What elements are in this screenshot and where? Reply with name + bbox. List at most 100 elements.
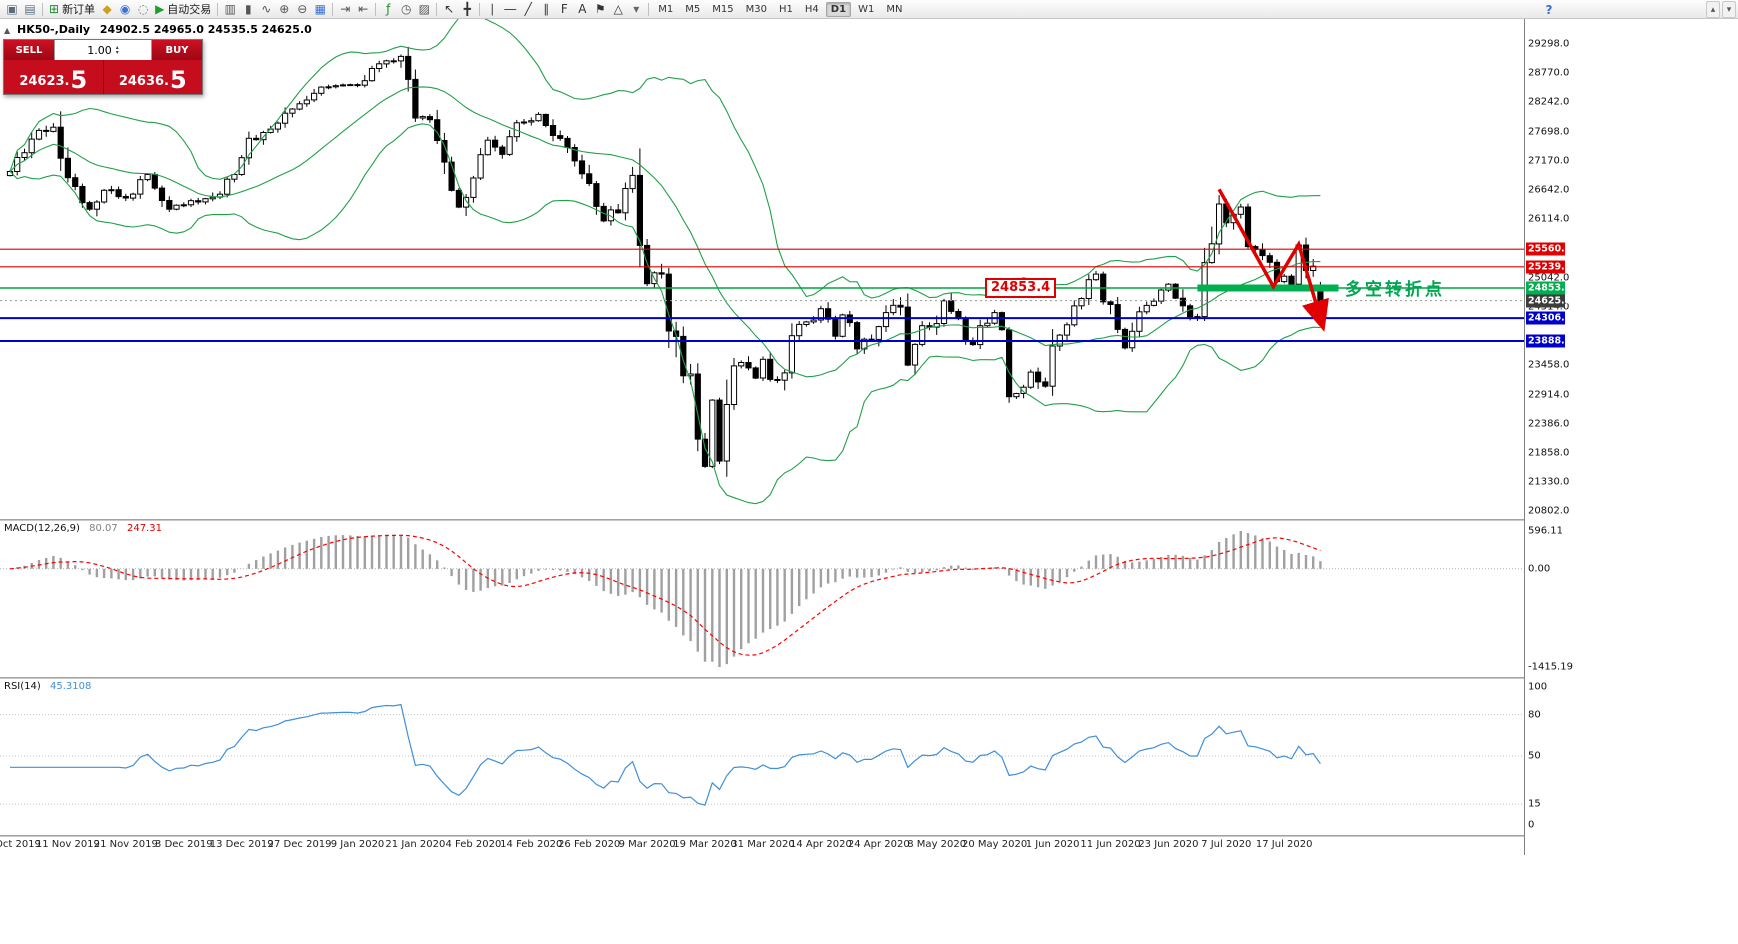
chevron-up-icon[interactable]: ▴ xyxy=(115,44,119,51)
favorites-icon[interactable]: ◆ xyxy=(98,1,116,18)
timeframe-m5-button[interactable]: M5 xyxy=(685,3,701,15)
collapse-panel-icon[interactable]: ▲ xyxy=(4,26,11,35)
date-label: 19 Mar 2020 xyxy=(673,839,737,850)
axis-label: 22914.0 xyxy=(1528,389,1570,401)
timeframe-m1-button[interactable]: M1 xyxy=(658,3,674,15)
one-click-trading-panel: SELL 1.00 ▴ ▾ BUY 24623. 5 24636. 5 xyxy=(3,39,203,95)
autotrade-button[interactable]: ▶ 自动交易 xyxy=(152,1,214,18)
timeframe-w1-button[interactable]: W1 xyxy=(858,3,875,15)
price-axis[interactable]: 29298.0 28770.0 28242.0 27698.0 27170.0 26642… xyxy=(1524,19,1573,855)
date-label: 30 Oct 2019 xyxy=(0,839,41,850)
axis-label: 0.00 xyxy=(1528,563,1551,575)
equidistant-channel-icon: ∥ xyxy=(543,2,550,16)
bar-chart-icon[interactable]: ▥ xyxy=(221,1,239,18)
date-label: 26 Feb 2020 xyxy=(558,839,621,850)
axis-label: 15 xyxy=(1528,798,1541,810)
timeframe-mn-button[interactable]: MN xyxy=(886,3,903,15)
timeframe-d1-button[interactable]: D1 xyxy=(825,1,852,17)
macd-pane[interactable]: MACD(12,26,9) 80.07 247.31 xyxy=(0,521,1524,677)
symbol-period-label: HK50-,Daily xyxy=(17,23,91,36)
crosshair-icon: ╋ xyxy=(463,2,471,16)
help-button[interactable]: ? xyxy=(1540,1,1558,18)
search-icon[interactable]: ◌ xyxy=(134,1,152,18)
macd-label-row: MACD(12,26,9) 80.07 247.31 xyxy=(4,523,162,534)
toolbar-separator xyxy=(479,2,481,16)
tile-grid-icon[interactable]: ▦ xyxy=(311,1,329,18)
cursor-icon[interactable]: ↖ xyxy=(440,1,458,18)
sell-price-main: 24623. xyxy=(19,74,70,89)
price-level-label: 25239.2 xyxy=(1526,260,1572,274)
timeframe-h4-button[interactable]: H4 xyxy=(804,3,819,15)
pane-splitter[interactable] xyxy=(0,835,1566,837)
timeframe-m30-button[interactable]: M30 xyxy=(745,3,768,15)
chevron-down-icon[interactable]: ▾ xyxy=(115,49,119,56)
horizontal-line-icon: ― xyxy=(504,2,517,16)
axis-label: 25042.0 xyxy=(1528,272,1570,284)
date-label: 17 Jul 2020 xyxy=(1255,839,1313,850)
indicators-icon[interactable]: ƒ xyxy=(379,1,397,18)
shapes-icon[interactable]: △ xyxy=(609,1,627,18)
timeframe-h1-button[interactable]: H1 xyxy=(779,3,793,15)
templates-icon[interactable]: ▨ xyxy=(415,1,433,18)
cursor-icon: ↖ xyxy=(444,2,455,16)
sell-price[interactable]: 24623. 5 xyxy=(4,60,104,94)
auto-scroll-icon[interactable]: ⇥ xyxy=(336,1,354,18)
templates-icon: ▨ xyxy=(418,2,430,16)
equidistant-channel-icon[interactable]: ∥ xyxy=(537,1,555,18)
ohlc-values: 24902.5 24965.0 24535.5 24625.0 xyxy=(99,23,312,36)
trendline-icon[interactable]: ╱ xyxy=(519,1,537,18)
pane-splitter[interactable] xyxy=(0,677,1566,679)
axis-label: 21330.0 xyxy=(1528,476,1570,488)
rsi-pane[interactable]: RSI(14) 45.3108 xyxy=(0,679,1524,835)
date-label: 4 Feb 2020 xyxy=(445,839,502,850)
date-label: 14 Apr 2020 xyxy=(789,839,852,850)
trendline-icon: ╱ xyxy=(524,2,532,16)
vertical-line-icon[interactable]: ∣ xyxy=(483,1,501,18)
candlestick-chart[interactable] xyxy=(0,19,1524,519)
indicators-icon: ƒ xyxy=(386,2,391,16)
arrow-flag-icon[interactable]: ⚑ xyxy=(591,1,609,18)
date-label: 11 Nov 2019 xyxy=(35,839,100,850)
fibonacci-icon[interactable]: F xyxy=(555,1,573,18)
toolbar-scroll-down-button[interactable]: ▾ xyxy=(1722,1,1736,18)
zoom-out-icon[interactable]: ⊖ xyxy=(293,1,311,18)
price-annotation-box[interactable]: 24853.4 xyxy=(985,278,1057,298)
axis-label: 29298.0 xyxy=(1528,38,1570,50)
turning-point-label[interactable]: 多空转折点 xyxy=(1345,280,1445,300)
text-label-icon[interactable]: A xyxy=(573,1,591,18)
price-level-label: 25560.8 xyxy=(1526,242,1572,256)
date-label: 24 Apr 2020 xyxy=(847,839,910,850)
axis-label: 27698.0 xyxy=(1528,126,1570,138)
sell-button[interactable]: SELL xyxy=(4,40,54,60)
buy-button[interactable]: BUY xyxy=(152,40,202,60)
chart-window-icon[interactable]: ▤ xyxy=(21,1,39,18)
volume-input[interactable]: 1.00 ▴ ▾ xyxy=(54,40,152,60)
accounts-icon[interactable]: ◉ xyxy=(116,1,134,18)
line-chart-icon: ∿ xyxy=(261,2,272,16)
periods-icon[interactable]: ◷ xyxy=(397,1,415,18)
new-order-button[interactable]: ⊞ 新订单 xyxy=(46,1,98,18)
buy-price[interactable]: 24636. 5 xyxy=(104,60,203,94)
chart-shift-icon[interactable]: ⇤ xyxy=(354,1,372,18)
crosshair-icon[interactable]: ╋ xyxy=(458,1,476,18)
pane-splitter[interactable] xyxy=(0,519,1566,521)
macd-label: MACD(12,26,9) xyxy=(4,523,80,534)
charts-tile-icon[interactable]: ▣ xyxy=(3,1,21,18)
date-label: 31 Mar 2020 xyxy=(731,839,795,850)
horizontal-line-icon[interactable]: ― xyxy=(501,1,519,18)
line-chart-icon[interactable]: ∿ xyxy=(257,1,275,18)
candlestick-chart-icon[interactable]: ▮ xyxy=(239,1,257,18)
periods-icon: ◷ xyxy=(401,2,412,16)
volume-spinner[interactable]: ▴ ▾ xyxy=(115,44,119,56)
toolbar-scroll-up-button[interactable]: ▴ xyxy=(1706,1,1720,18)
auto-scroll-icon: ⇥ xyxy=(340,2,351,16)
zoom-in-icon[interactable]: ⊕ xyxy=(275,1,293,18)
main-chart-pane[interactable]: ▲ HK50-,Daily 24902.5 24965.0 24535.5 24… xyxy=(0,19,1524,519)
autotrade-button-icon: ▶ xyxy=(155,2,165,16)
dropdown-arrow-icon[interactable]: ▾ xyxy=(627,1,645,18)
price-level-label: 24625.0 xyxy=(1526,294,1572,308)
timeframe-m15-button[interactable]: M15 xyxy=(712,3,734,15)
toolbar-overflow: ▴ ▾ xyxy=(1704,1,1736,18)
axis-label: 27170.0 xyxy=(1528,155,1570,167)
